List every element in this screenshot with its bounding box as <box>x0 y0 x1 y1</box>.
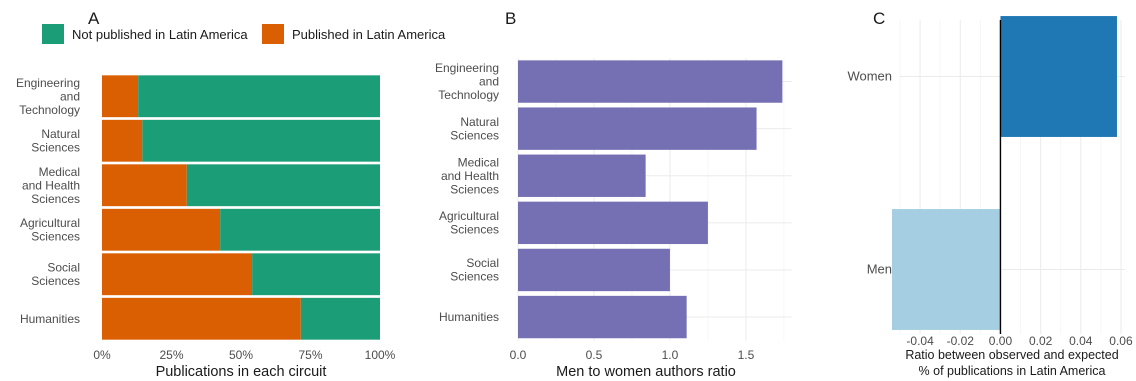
bar-not-published-latin-america <box>142 119 380 162</box>
panel-a-category-label: Natural Sciences <box>31 127 80 155</box>
bar-women <box>1000 16 1117 137</box>
panel-b-category-label: Natural Sciences <box>450 115 499 142</box>
panel-b-chart: 0.0 0.5 1.0 1.5 Engineering and Technology Natu… <box>435 58 792 362</box>
panel-a-category-label: Medical and Health Sciences <box>22 165 80 206</box>
panel-b-x-tick-label: 1.5 <box>738 348 755 362</box>
panel-a-label: A <box>88 9 100 28</box>
legend-label-published: Published in Latin America <box>292 27 446 42</box>
bar-men <box>891 209 1001 330</box>
bar-not-published-latin-america <box>138 75 380 118</box>
bar-published-latin-america <box>102 75 139 118</box>
bar-published-latin-america <box>102 297 301 340</box>
bar-men-women-ratio <box>518 201 708 245</box>
panel-b-category-label: Social Sciences <box>450 256 499 284</box>
panel-c-chart: -0.04 -0.02 0.00 0.02 0.04 0.06 Women Men <box>847 16 1133 348</box>
panel-b-x-tick-label: 0.0 <box>510 348 527 362</box>
panel-a-category-label: Agricultural Sciences <box>20 216 80 244</box>
bar-not-published-latin-america <box>220 208 380 251</box>
panel-b-category-label: Agricultural Sciences <box>439 209 499 237</box>
panel-b-label: B <box>505 9 516 28</box>
bar-published-latin-america <box>102 119 143 162</box>
legend-swatch-published <box>262 24 284 44</box>
legend-label-not-published: Not published in Latin America <box>72 27 248 42</box>
bar-men-women-ratio <box>518 60 783 103</box>
panel-a-x-tick-label: 25% <box>159 348 183 362</box>
panel-b-category-label: Medical and Health Sciences <box>441 155 499 196</box>
panel-b-x-tick-label: 1.0 <box>662 348 679 362</box>
panel-c-x-tick-label: 0.00 <box>989 334 1013 348</box>
legend-swatch-not-published <box>42 24 64 44</box>
panel-c-x-axis-title-line1: Ratio between observed and expected <box>905 348 1118 362</box>
panel-a-x-tick-label: 0% <box>93 348 111 362</box>
bar-published-latin-america <box>102 253 253 296</box>
bar-not-published-latin-america <box>300 297 380 340</box>
panel-a-x-tick-label: 100% <box>365 348 396 362</box>
panel-a-category-label: Social Sciences <box>31 261 80 289</box>
panel-b-x-tick-label: 0.5 <box>586 348 603 362</box>
panel-a-legend: Not published in Latin America Published… <box>42 24 446 44</box>
panel-b-category-label: Engineering and Technology <box>435 61 499 102</box>
panel-a-category-label: Humanities <box>20 312 80 326</box>
panel-b-category-label: Humanities <box>439 310 499 324</box>
panel-a-x-tick-label: 50% <box>229 348 253 362</box>
panel-c-x-tick-label: -0.02 <box>947 334 975 348</box>
panel-c-x-tick-label: -0.04 <box>906 334 934 348</box>
bar-published-latin-america <box>102 164 187 207</box>
panel-a-chart: 0% 25% 50% 75% 100% Engineering and Technology N… <box>16 75 396 362</box>
bar-not-published-latin-america <box>186 164 380 207</box>
panel-c-x-tick-label: 0.06 <box>1109 334 1133 348</box>
panel-c-category-label: Women <box>847 69 892 84</box>
panel-c-x-tick-label: 0.04 <box>1069 334 1093 348</box>
bar-men-women-ratio <box>518 295 687 339</box>
panel-c-category-label: Men <box>867 262 892 277</box>
bar-men-women-ratio <box>518 154 646 197</box>
bar-published-latin-america <box>102 208 221 251</box>
panel-c-x-tick-label: 0.02 <box>1029 334 1053 348</box>
panel-a-category-label: Engineering and Technology <box>16 76 80 117</box>
panel-c-x-axis-title-line2: % of publications in Latin America <box>919 364 1106 378</box>
bar-men-women-ratio <box>518 248 670 292</box>
panel-b-x-axis-title: Men to women authors ratio <box>556 364 736 380</box>
panel-c-label: C <box>873 9 885 28</box>
panel-a-x-tick-label: 75% <box>298 348 322 362</box>
panel-a-x-axis-title: Publications in each circuit <box>156 364 327 380</box>
bar-not-published-latin-america <box>252 253 380 296</box>
bar-men-women-ratio <box>518 107 757 150</box>
